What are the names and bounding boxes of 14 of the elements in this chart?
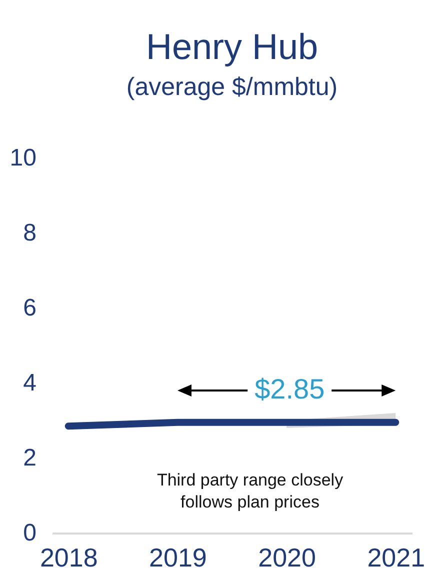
annotation: $2.85 — [254, 374, 325, 404]
annotation: Third party range closely follows plan prices — [156, 470, 344, 512]
chart-title: Henry Hub — [146, 26, 318, 67]
y-tick-label: 2 — [23, 444, 36, 472]
x-tick-label: 2021 — [367, 542, 426, 572]
y-tick-label: 10 — [10, 144, 36, 172]
y-tick-label: 0 — [23, 520, 36, 546]
y-tick-label: 8 — [23, 220, 36, 246]
x-tick-label: 2018 — [40, 542, 98, 572]
chart-subtitle: (average $/mmbtu) — [126, 73, 338, 101]
y-tick-label: 6 — [23, 294, 36, 322]
x-tick-label: 2020 — [258, 542, 316, 572]
x-tick-label: 2019 — [149, 542, 207, 572]
y-tick-label: 4 — [23, 370, 36, 396]
